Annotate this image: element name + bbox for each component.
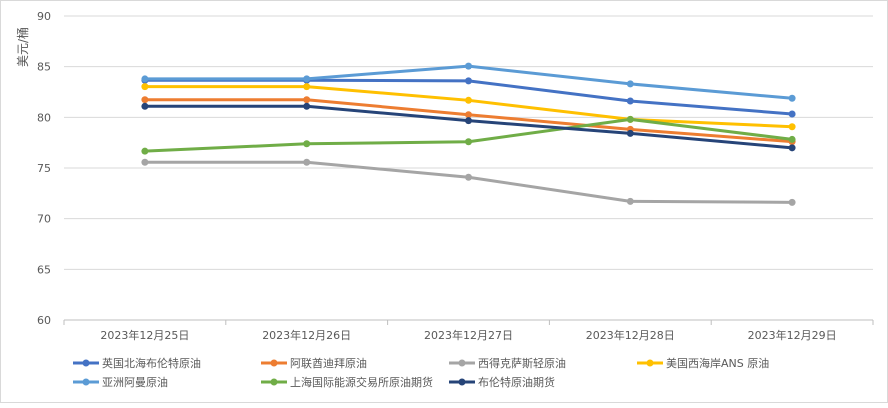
data-point [141,75,149,83]
data-point [141,102,149,110]
data-point [626,129,634,137]
data-point [465,117,472,125]
data-point [465,77,472,85]
data-point [141,83,149,91]
data-point [141,158,149,166]
legend-item: 英国北海布伦特原油 [73,356,201,370]
legend-marker [82,359,90,367]
legend-item: 布伦特原油期货 [449,375,555,389]
data-point [626,97,634,105]
y-tick-label: 60 [37,314,51,327]
y-tick-label: 70 [37,213,51,226]
x-tick-label: 2023年12月28日 [586,328,675,342]
series-2 [141,158,796,206]
data-point [626,115,634,123]
data-point [788,144,796,152]
legend-label: 布伦特原油期货 [478,375,555,389]
x-tick-label: 2023年12月27日 [424,328,513,342]
data-point [303,158,311,166]
data-point [303,102,311,110]
legend-marker [646,359,654,367]
x-tick-label: 2023年12月29日 [748,328,837,342]
data-point [303,140,311,148]
legend-marker [270,359,278,367]
data-point [788,135,796,143]
x-tick-label: 2023年12月26日 [262,328,351,342]
legend-item: 亚洲阿曼原油 [73,375,168,389]
y-tick-label: 80 [37,111,51,124]
legend-label: 英国北海布伦特原油 [102,356,201,370]
y-axis-ticks: 60 65 70 75 80 85 90 [37,10,51,327]
legend: 英国北海布伦特原油 阿联酋迪拜原油 西得克萨斯轻原油 美国西海岸ANS 原油亚洲阿曼原… [73,356,769,389]
data-point [465,62,472,70]
series-5 [141,115,796,155]
y-tick-label: 65 [37,263,51,276]
legend-item: 上海国际能源交易所原油期货 [261,375,433,389]
data-point [303,83,311,91]
legend-item: 阿联酋迪拜原油 [261,356,367,370]
legend-label: 美国西海岸ANS 原油 [666,356,769,370]
data-point [626,80,634,88]
legend-marker [458,359,466,367]
legend-item: 西得克萨斯轻原油 [449,356,566,370]
data-point [465,173,472,181]
data-point [303,96,311,104]
legend-label: 阿联酋迪拜原油 [290,356,367,370]
legend-label: 上海国际能源交易所原油期货 [290,375,433,389]
data-point [465,96,472,104]
data-point [465,138,472,146]
y-axis-label: 美元/桶 [15,27,30,67]
x-axis-ticks: 2023年12月25日 2023年12月26日 2023年12月27日 2023年12… [63,320,874,342]
series-4 [141,62,796,102]
legend-marker [82,378,90,386]
series-6 [141,102,796,152]
y-tick-label: 75 [37,162,51,175]
legend-label: 亚洲阿曼原油 [102,375,168,389]
data-point [141,96,149,104]
y-tick-label: 90 [37,10,51,23]
legend-item: 美国西海岸ANS 原油 [637,356,769,370]
series-lines [141,62,796,206]
data-point [626,197,634,205]
data-point [788,123,796,131]
legend-marker [270,378,278,386]
data-point [303,75,311,83]
data-point [465,111,472,119]
x-tick-label: 2023年12月25日 [100,328,189,342]
gridlines [64,15,873,321]
data-point [788,110,796,118]
data-point [788,198,796,206]
legend-label: 西得克萨斯轻原油 [478,356,566,370]
legend-marker [458,378,466,386]
y-tick-label: 85 [37,61,51,74]
data-point [788,94,796,102]
data-point [141,147,149,155]
